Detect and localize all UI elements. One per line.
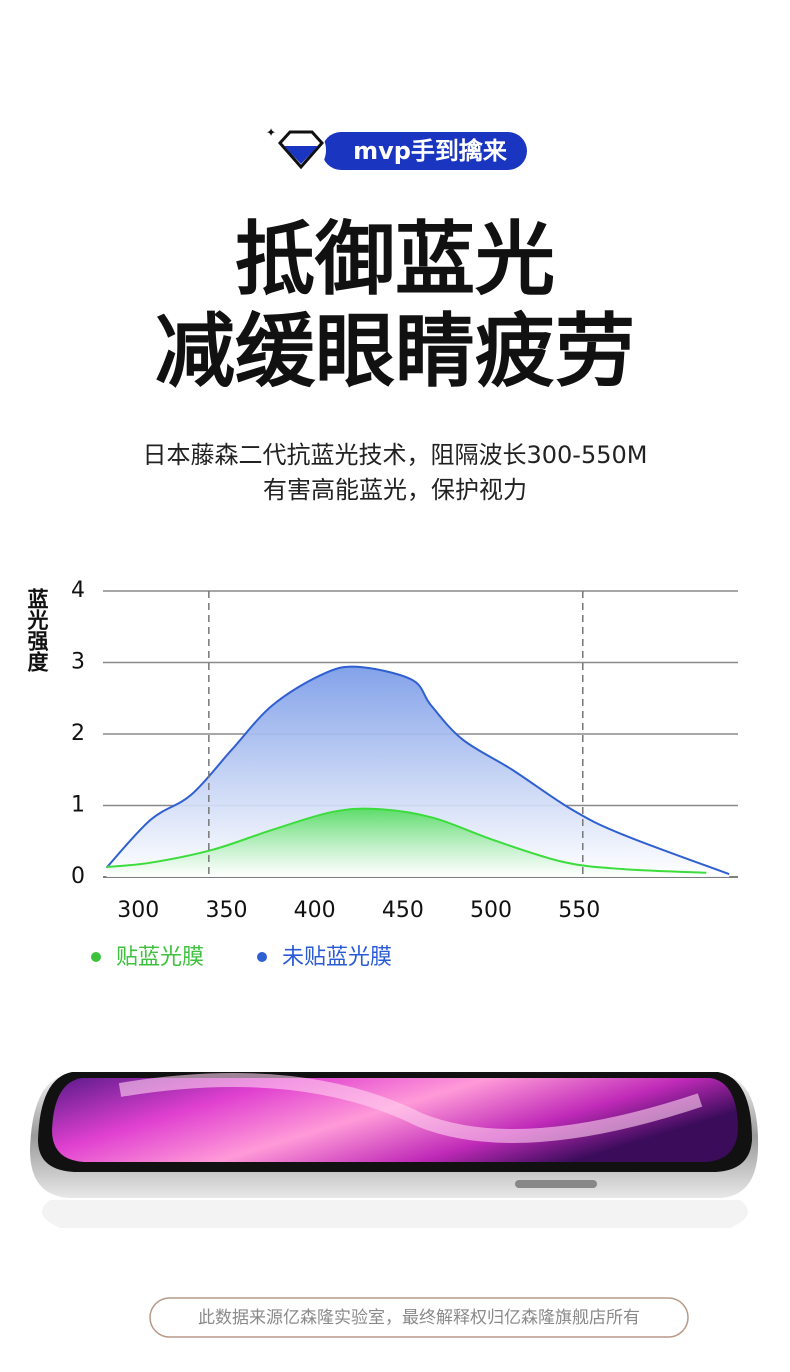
description: 日本藤森二代抗蓝光技术，阻隔波长300-550M xyxy=(143,441,648,469)
series-line xyxy=(105,665,730,876)
legend-marker xyxy=(257,952,267,962)
legend-label: 贴蓝光膜 xyxy=(116,945,204,970)
y-tick-label: 4 xyxy=(71,578,85,603)
badge-pill xyxy=(322,132,527,170)
y-tick-label: 1 xyxy=(71,793,85,818)
footer-note: 此数据来源亿森隆实验室，最终解释权归亿森隆旗舰店所有 xyxy=(198,1308,640,1328)
badge: ✦ mvp手到擒来 xyxy=(266,124,527,176)
series-area xyxy=(106,666,730,877)
screen-wave xyxy=(118,1073,703,1143)
y-tick-label: 2 xyxy=(71,721,85,746)
phone-button xyxy=(515,1180,597,1188)
phone xyxy=(30,1072,759,1228)
x-tick-label: 300 xyxy=(117,898,159,923)
headline: 减缓眼睛疲劳 xyxy=(155,305,635,398)
x-tick-label: 450 xyxy=(382,898,424,923)
y-axis-label: 蓝光强度 xyxy=(25,588,50,673)
series-line xyxy=(106,807,707,874)
description: 有害高能蓝光，保护视力 xyxy=(263,476,527,504)
legend-marker xyxy=(91,952,101,962)
y-tick-label: 3 xyxy=(71,650,85,675)
series-area xyxy=(106,808,707,877)
legend-label: 未贴蓝光膜 xyxy=(282,945,392,970)
phone-reflection xyxy=(42,1200,748,1228)
x-tick-label: 400 xyxy=(294,898,336,923)
chart: 蓝光强度 0 1 2 3 4 300 350 400 450 500 550 贴蓝光膜 未贴蓝光膜 xyxy=(25,578,738,970)
headline: 抵御蓝光 xyxy=(235,213,555,306)
phone-screen xyxy=(52,1078,738,1162)
diamond-facet xyxy=(284,146,318,164)
y-tick-label: 0 xyxy=(71,864,85,889)
x-tick-label: 350 xyxy=(205,898,247,923)
badge-text: mvp手到擒来 xyxy=(353,137,508,165)
footer-pill xyxy=(149,1297,689,1338)
sparkle: ✦ xyxy=(266,126,276,140)
x-tick-label: 550 xyxy=(558,898,600,923)
x-tick-label: 500 xyxy=(470,898,512,923)
